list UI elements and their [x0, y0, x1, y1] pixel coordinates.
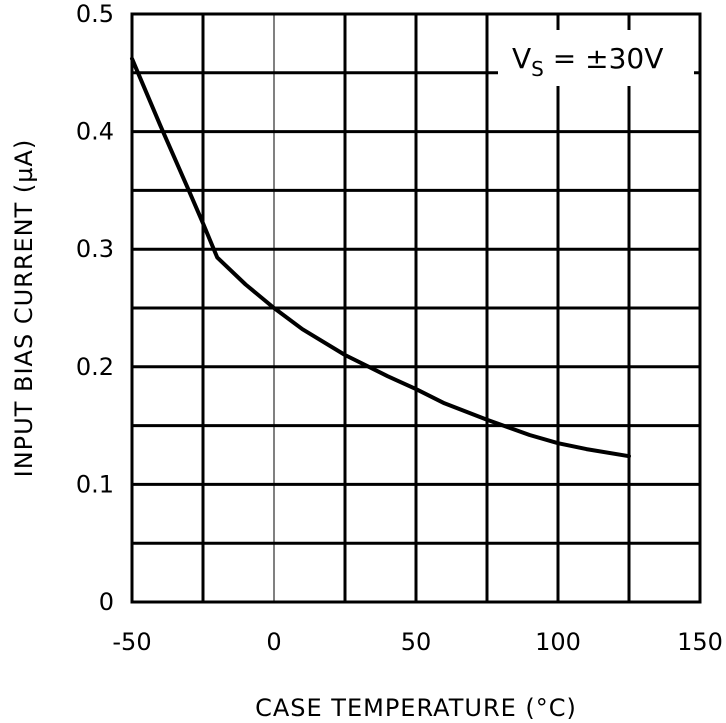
y-tick-label: 0.4 — [76, 118, 114, 146]
legend-background — [498, 30, 694, 86]
y-tick-label: 0.3 — [76, 235, 114, 263]
legend-symbol: V — [512, 42, 531, 75]
y-axis-label: INPUT BIAS CURRENT (µA) — [10, 139, 38, 478]
y-tick-label: 0.1 — [76, 470, 114, 498]
legend-subscript: S — [531, 57, 544, 81]
x-tick-label: 100 — [535, 628, 581, 656]
x-tick-labels: -50 0 50 100 150 — [112, 628, 723, 656]
plot-frame — [130, 12, 702, 604]
y-tick-label: 0 — [99, 588, 114, 616]
x-tick-label: 50 — [401, 628, 432, 656]
x-axis-label: CASE TEMPERATURE (°C) — [255, 694, 577, 722]
x-tick-label: -50 — [112, 628, 151, 656]
y-tick-label: 0.5 — [76, 0, 114, 28]
series-line-0 — [130, 56, 631, 459]
x-tick-label: 0 — [266, 628, 281, 656]
legend-value: = ±30V — [544, 42, 664, 75]
plot-border — [130, 12, 702, 604]
legend-text: VS = ±30V — [512, 42, 663, 81]
y-tick-label: 0.2 — [76, 353, 114, 381]
series-group — [130, 56, 631, 459]
y-tick-labels: 0 0.1 0.2 0.3 0.4 0.5 — [76, 0, 114, 616]
grid — [130, 12, 702, 604]
legend-box: VS = ±30V — [498, 30, 694, 86]
x-tick-label: 150 — [677, 628, 723, 656]
